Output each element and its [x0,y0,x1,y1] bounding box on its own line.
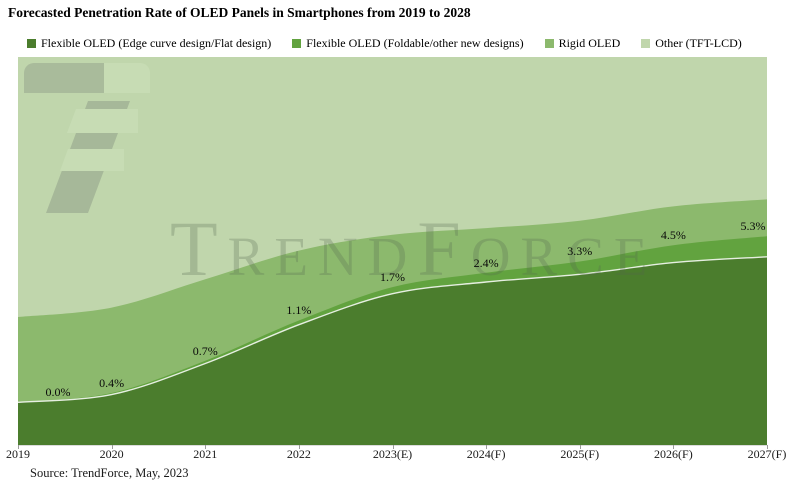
data-label-2026(F): 4.5% [660,228,686,243]
legend-item-4: Other (TFT-LCD) [641,36,742,51]
data-label-2022: 1.1% [286,303,312,318]
x-axis-tick [205,445,207,449]
x-axis-label-2019: 2019 [6,447,30,461]
series-boundary-line [18,256,767,403]
legend-swatch-icon [292,39,302,48]
data-label-2024(F): 2.4% [473,255,499,270]
legend-label: Flexible OLED (Foldable/other new design… [306,36,524,50]
data-label-2025(F): 3.3% [567,244,593,259]
source-note: Source: TrendForce, May, 2023 [30,466,189,480]
data-label-2027(F): 5.3% [740,219,766,234]
stacked-area-svg [18,57,767,445]
area-flexible-edge-flat [18,256,767,445]
x-axis-tick [486,445,488,449]
legend: Flexible OLED (Edge curve design/Flat de… [27,36,742,51]
x-axis-label-2022: 2022 [286,447,311,461]
x-axis-label-2027(F): 2027(F) [747,447,787,461]
x-axis-label-2024(F): 2024(F) [466,447,506,461]
legend-item-2: Flexible OLED (Foldable/other new design… [292,36,524,51]
x-axis-tick [111,445,113,449]
legend-item-3: Rigid OLED [544,36,621,51]
chart-title: Forecasted Penetration Rate of OLED Pane… [8,5,471,20]
legend-label: Flexible OLED (Edge curve design/Flat de… [41,36,272,50]
data-label-2019: 0.0% [45,385,71,400]
legend-label: Rigid OLED [558,36,621,50]
x-axis-tick [18,445,19,449]
legend-swatch-icon [641,39,651,48]
x-axis-tick [392,445,394,449]
x-axis-label-2025(F): 2025(F) [560,447,600,461]
data-label-2023(E): 1.7% [380,270,405,285]
legend-item-1: Flexible OLED (Edge curve design/Flat de… [27,36,271,51]
x-axis: 2019 2020 2021 2022 2023(E) 2024(F) 2025(F) 202… [0,445,800,463]
x-axis-label-2023(E): 2023(E) [372,447,413,461]
x-axis-tick [298,445,300,449]
x-axis-tick [673,445,675,449]
x-axis-label-2026(F): 2026(F) [654,447,693,461]
x-axis-label-2021: 2021 [193,447,218,461]
x-axis-label-2020: 2020 [99,447,124,461]
legend-swatch-icon [544,39,554,48]
x-axis-tick [579,445,581,449]
data-label-2021: 0.7% [192,343,218,358]
legend-label: Other (TFT-LCD) [655,36,742,50]
legend-swatch-icon [27,39,36,48]
x-axis-tick [767,445,768,449]
data-label-2020: 0.4% [99,376,125,390]
chart-plot-area: TrendForce 0.0% 0.4% 0.7% 1.1% 1.7% 2.4% 3.3% 4… [18,57,767,446]
